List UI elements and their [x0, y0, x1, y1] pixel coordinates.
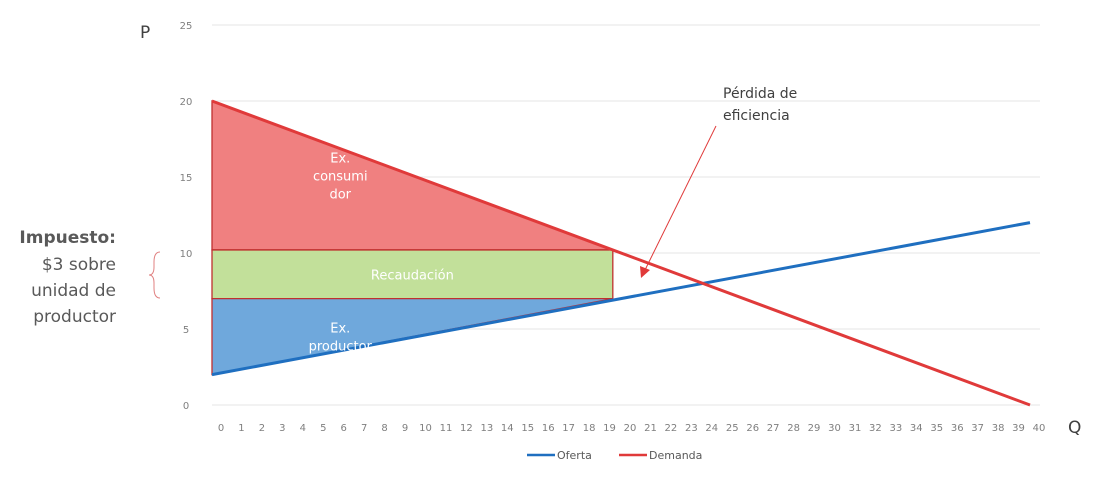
x-tick-label: 9: [402, 423, 408, 434]
x-tick-label: 10: [419, 423, 432, 434]
tax-line-2: unidad de: [31, 281, 116, 301]
x-tick-label: 31: [849, 423, 862, 434]
region-label: dor: [329, 187, 351, 202]
annotation-line-1: Pérdida de: [723, 86, 797, 102]
annotation-arrow-head: [640, 266, 650, 278]
region-labels: Ex. consumi dor Recaudación Ex. productor: [309, 151, 454, 354]
x-tick-label: 6: [341, 423, 347, 434]
x-tick-label: 17: [562, 423, 575, 434]
x-tick-label: 16: [542, 423, 555, 434]
x-tick-label: 32: [869, 423, 882, 434]
x-tick-label: 18: [583, 423, 596, 434]
x-tick-label: 25: [726, 423, 739, 434]
x-tick-label: 15: [521, 423, 534, 434]
series-line: [211, 99, 1031, 407]
tax-description: Impuesto: $3 sobre unidad de productor: [19, 228, 161, 327]
series-line: [211, 221, 1031, 377]
x-tick-label: 38: [992, 423, 1005, 434]
y-tick-label: 10: [180, 249, 193, 260]
y-tick-label: 20: [180, 97, 193, 108]
x-tick-label: 24: [705, 423, 718, 434]
x-tick-label: 13: [480, 423, 493, 434]
x-tick-label: 29: [808, 423, 821, 434]
x-tick-label: 23: [685, 423, 698, 434]
x-tick-label: 22: [665, 423, 678, 434]
annotation-line-2: eficiencia: [723, 108, 790, 124]
x-tick-label: 37: [971, 423, 984, 434]
x-tick-label: 0: [218, 423, 224, 434]
x-tick-label: 7: [361, 423, 367, 434]
x-tick-label: 8: [381, 423, 387, 434]
legend-label: Oferta: [557, 449, 592, 462]
y-tick-labels: 0 5 10 15 20 25: [180, 21, 193, 412]
x-tick-label: 11: [440, 423, 453, 434]
region-label: Recaudación: [371, 268, 454, 283]
x-tick-label: 21: [644, 423, 657, 434]
x-tick-label: 26: [746, 423, 759, 434]
x-tick-label: 35: [930, 423, 943, 434]
x-tick-label: 1: [238, 423, 244, 434]
series-lines: [211, 99, 1031, 407]
x-tick-labels: 0 1 2 3 4 5 6 7 8 9 10 11 12 13 14 15 16 17 18 19 20 21 22 23 24…: [218, 423, 1046, 434]
x-tick-label: 30: [828, 423, 841, 434]
x-tick-label: 14: [501, 423, 514, 434]
region-label: Ex.: [330, 322, 350, 337]
annotation-arrow: [644, 125, 717, 271]
y-axis-label: P: [140, 23, 150, 43]
x-tick-label: 27: [767, 423, 780, 434]
x-tick-label: 19: [603, 423, 616, 434]
x-tick-label: 3: [279, 423, 285, 434]
legend: Oferta Demanda: [527, 449, 702, 462]
x-tick-label: 34: [910, 423, 923, 434]
y-tick-label: 15: [180, 173, 193, 184]
efficiency-loss-annotation: Pérdida de eficiencia: [640, 86, 797, 278]
y-tick-label: 25: [180, 21, 193, 32]
region-label: Ex.: [330, 151, 350, 166]
region-label: consumi: [313, 169, 368, 184]
x-axis-label: Q: [1068, 418, 1081, 438]
region-label: productor: [309, 340, 373, 355]
surplus-regions: [211, 100, 614, 376]
y-tick-label: 5: [183, 325, 189, 336]
tax-brace: [148, 251, 161, 299]
x-tick-label: 39: [1012, 423, 1025, 434]
tax-line-3: productor: [33, 307, 116, 327]
x-tick-label: 4: [300, 423, 306, 434]
x-tick-label: 20: [624, 423, 637, 434]
legend-label: Demanda: [649, 449, 702, 462]
x-tick-label: 5: [320, 423, 326, 434]
x-tick-label: 2: [259, 423, 265, 434]
x-tick-label: 12: [460, 423, 473, 434]
x-tick-label: 40: [1033, 423, 1046, 434]
x-tick-label: 33: [889, 423, 902, 434]
tax-title: Impuesto:: [19, 228, 116, 248]
y-tick-label: 0: [183, 401, 189, 412]
tax-line-1: $3 sobre: [42, 255, 116, 275]
x-tick-label: 28: [787, 423, 800, 434]
x-tick-label: 36: [951, 423, 964, 434]
